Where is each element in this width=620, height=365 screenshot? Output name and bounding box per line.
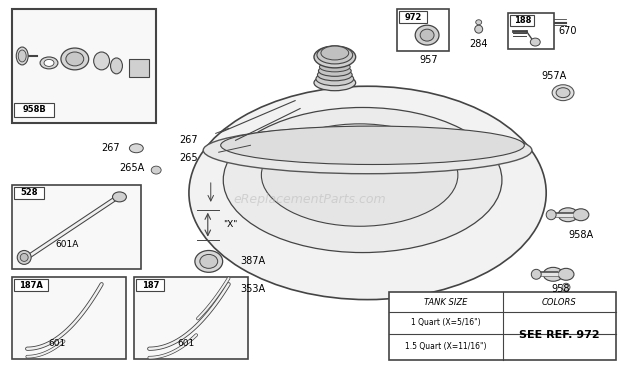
Ellipse shape: [223, 107, 502, 253]
Ellipse shape: [317, 46, 353, 64]
Text: 958B: 958B: [22, 105, 46, 114]
Ellipse shape: [110, 58, 122, 74]
Text: 601: 601: [48, 339, 66, 348]
Ellipse shape: [20, 253, 28, 261]
Ellipse shape: [319, 65, 351, 76]
Ellipse shape: [552, 85, 574, 101]
Text: SEE REF. 972: SEE REF. 972: [519, 330, 600, 340]
Text: 670: 670: [558, 26, 577, 36]
Ellipse shape: [200, 284, 222, 294]
Ellipse shape: [189, 86, 546, 300]
Ellipse shape: [203, 127, 532, 174]
Text: 1 Quart (X=5/16"): 1 Quart (X=5/16"): [411, 318, 480, 327]
Bar: [12, 185, 141, 269]
Text: 353A: 353A: [241, 284, 265, 294]
Ellipse shape: [573, 209, 589, 221]
Ellipse shape: [558, 268, 574, 280]
Ellipse shape: [317, 69, 352, 81]
Ellipse shape: [130, 144, 143, 153]
Text: 387A: 387A: [241, 256, 265, 266]
Ellipse shape: [546, 210, 556, 220]
Ellipse shape: [420, 29, 434, 41]
Ellipse shape: [18, 50, 26, 62]
Text: 958A: 958A: [568, 230, 593, 239]
Ellipse shape: [316, 72, 353, 86]
Ellipse shape: [66, 52, 84, 66]
Text: 267: 267: [179, 135, 198, 145]
Ellipse shape: [204, 286, 218, 292]
Bar: [399, 11, 427, 23]
Ellipse shape: [543, 267, 563, 281]
Text: TANK SIZE: TANK SIZE: [424, 297, 467, 307]
Bar: [397, 9, 449, 51]
Text: 601A: 601A: [55, 240, 79, 249]
Ellipse shape: [200, 254, 218, 268]
Bar: [135, 277, 249, 359]
Ellipse shape: [221, 126, 525, 165]
Ellipse shape: [314, 46, 356, 68]
Ellipse shape: [321, 46, 348, 60]
Ellipse shape: [262, 124, 458, 226]
Ellipse shape: [562, 283, 570, 291]
Ellipse shape: [415, 25, 439, 45]
Text: 957: 957: [420, 55, 438, 65]
Bar: [510, 15, 534, 26]
Ellipse shape: [531, 269, 541, 279]
Text: 958: 958: [551, 284, 570, 294]
Text: 187A: 187A: [19, 281, 43, 290]
Text: 1.5 Quart (X=11/16"): 1.5 Quart (X=11/16"): [405, 342, 487, 351]
Ellipse shape: [17, 250, 31, 264]
Bar: [136, 279, 164, 291]
Ellipse shape: [40, 57, 58, 69]
Text: 265: 265: [179, 153, 198, 163]
Text: eReplacementParts.com: eReplacementParts.com: [234, 193, 386, 206]
Text: 528: 528: [20, 188, 38, 197]
Bar: [14, 103, 54, 116]
Ellipse shape: [314, 75, 356, 91]
Ellipse shape: [476, 20, 482, 25]
Ellipse shape: [44, 59, 54, 66]
Bar: [12, 277, 126, 359]
Text: 265A: 265A: [120, 163, 144, 173]
Bar: [508, 13, 554, 49]
Text: COLORS: COLORS: [542, 297, 577, 307]
Text: 284: 284: [469, 39, 488, 49]
Text: 187: 187: [141, 281, 159, 290]
Text: 267: 267: [102, 143, 120, 153]
Text: 188: 188: [514, 16, 531, 25]
Ellipse shape: [319, 62, 350, 72]
Ellipse shape: [558, 208, 578, 222]
Text: 972: 972: [404, 13, 422, 22]
Bar: [130, 59, 149, 77]
Text: "X": "X": [223, 220, 237, 229]
Ellipse shape: [16, 47, 28, 65]
Ellipse shape: [151, 166, 161, 174]
Ellipse shape: [94, 52, 110, 70]
Ellipse shape: [475, 25, 483, 33]
Bar: [14, 279, 48, 291]
Ellipse shape: [61, 48, 89, 70]
Bar: [389, 292, 616, 360]
Ellipse shape: [195, 250, 223, 272]
Text: 957A: 957A: [541, 71, 567, 81]
Bar: [14, 187, 44, 199]
Ellipse shape: [530, 38, 540, 46]
Ellipse shape: [556, 88, 570, 98]
Ellipse shape: [112, 192, 126, 202]
Text: 601: 601: [177, 339, 195, 348]
Bar: [12, 9, 156, 123]
